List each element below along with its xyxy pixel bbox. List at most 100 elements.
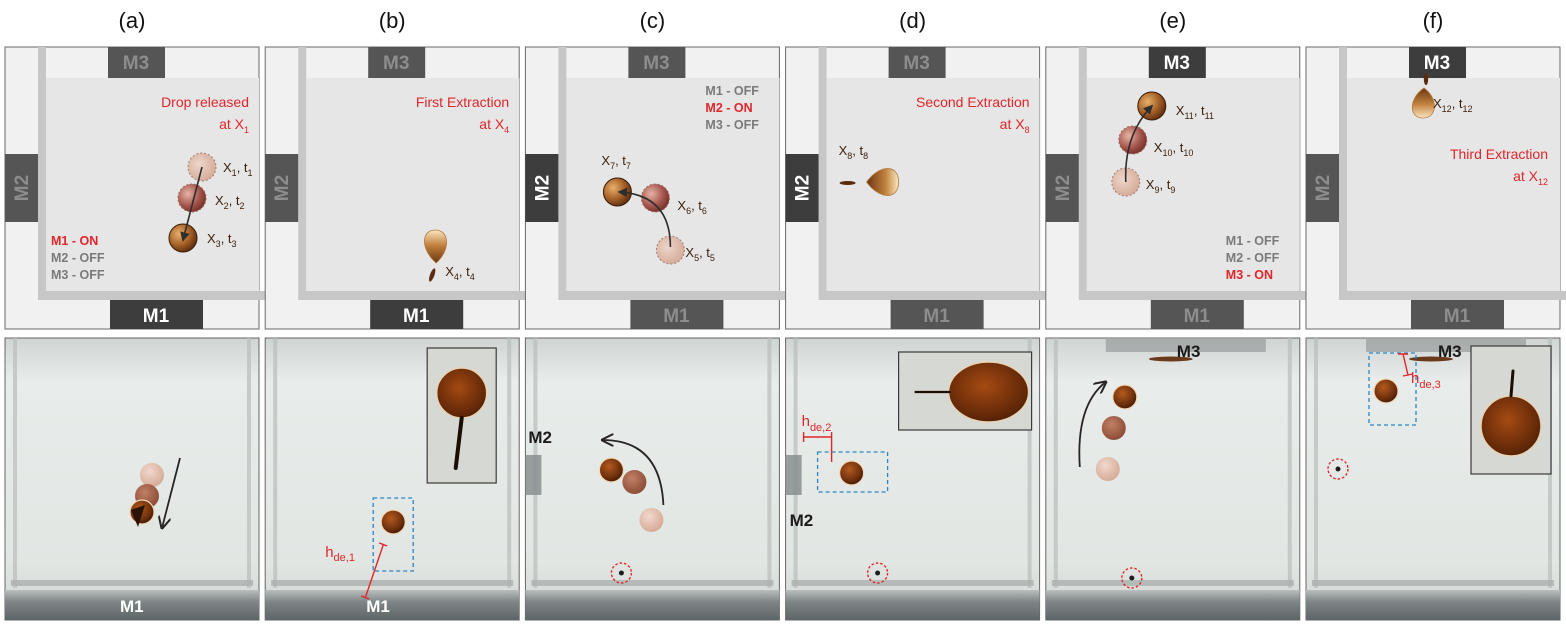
photo-magnet-label: M2 [790,511,814,530]
status-line: M2 - OFF [1226,251,1280,265]
panel-a: (a) M3 M2 M1 Drop released at X1 M1 - ON M2 - O… [4,8,280,621]
panel-label: (b) [379,8,406,33]
photo-magnet-label: M1 [120,597,144,616]
magnet-m1-label: M1 [923,306,950,327]
residual-marker [1121,567,1143,589]
status-line: M1 - ON [51,234,98,248]
status-line: M3 - OFF [705,118,759,132]
photo: hde,3 M3 [1305,337,1561,621]
magnet-m1 [1411,300,1504,329]
zoom-inset [426,347,497,484]
magnet-m3-label: M3 [1164,53,1190,74]
tank-rim [11,580,253,586]
droplet-trajectory: X12, t12 [1411,73,1473,119]
photo: hde,1 M1 [264,337,520,621]
photo-droplet [1101,416,1126,440]
position-label: X10, t10 [1154,140,1194,158]
magnet-m1 [110,300,203,329]
magnet-floor [1045,590,1300,620]
annotation-line: at X8 [1000,116,1030,135]
tank-rim [1051,580,1294,586]
photo-droplet [140,463,164,487]
inset-droplet [1480,395,1542,457]
annotation-line: at X1 [219,116,249,135]
residual-dot [1129,575,1135,581]
magnet-floor [265,590,520,620]
magnet-m3 [1148,47,1206,78]
photo-droplet [639,508,664,532]
magnet-side [525,455,542,495]
annotation-line: First Extraction [416,94,509,110]
panel-d: (d) M3 M2 M1 Second Extraction at X8 X8, t8 hde… [785,8,1061,621]
position-label: X9, t9 [1146,177,1176,195]
trajectory-arrow [617,187,672,248]
trajectory-arrow [1124,104,1154,183]
photo-droplet [380,509,406,535]
annotation-line: Second Extraction [916,94,1030,110]
tank-rim [1312,580,1554,586]
magnet-m2-label: M2 [793,175,814,201]
panel-b: (b) M3 M2 M1 First Extraction at X4 X4, t4 hde,… [264,8,541,621]
extracted-satellite [839,181,856,185]
tank-wall-right [247,338,251,588]
extracting-droplet [1411,87,1435,119]
chamber [306,78,520,291]
annotation-line: at X4 [479,116,509,135]
photo-magnet-label: M3 [1177,342,1201,361]
magnet-m3-label: M3 [1424,53,1450,74]
residual-dot [875,570,881,576]
droplet-position [640,183,670,213]
tank-rim [271,580,514,586]
magnet-m2 [1045,154,1079,222]
residual-dot [1335,466,1341,472]
panel-e: (e) M3 M2 M1 M1 - OFF M2 - OFF M3 - ON X9, t9 X1… [1045,8,1321,621]
magnet-m1 [1150,300,1244,329]
magnet-m2-label: M2 [272,175,293,201]
h-de-label: hde,1 [325,544,355,564]
magnet-m1-label: M1 [663,306,690,327]
tank-wall-right [1287,338,1292,588]
position-label: X1, t1 [223,160,253,178]
magnet-m1-label: M1 [403,306,430,327]
residual-marker [610,562,633,584]
magnet-m1-label: M1 [1184,306,1211,327]
photo-droplet [1112,384,1138,410]
panel-label: (e) [1159,8,1186,33]
zoom-inset [1470,345,1552,475]
status-line: M3 - OFF [51,268,105,282]
annotation-line: at X12 [1513,168,1548,187]
photo-droplet [598,457,625,483]
h-de-measure [802,432,833,462]
photo: M1 [4,337,260,621]
h-de-measure [1398,353,1414,377]
status-line: M2 - ON [705,101,752,115]
schematic: M3 M2 M1 M1 - OFF M2 - OFF M3 - ON X9, t9 X10, … [1045,46,1321,330]
magnet-m2-label: M2 [532,175,553,201]
photo-droplet [622,470,647,494]
zoom-region-box [372,497,414,572]
annotation-line: Drop released [161,94,249,110]
magnet-m2 [525,154,559,222]
magnet-side [785,455,802,495]
position-label: X11, t11 [1176,103,1214,121]
position-label: X4, t4 [445,264,475,282]
droplet-position [1118,125,1148,155]
magnet-floor [525,590,780,620]
tank-wall-left [273,338,278,588]
panel-label: (a) [119,8,146,33]
h-de-label: hde,3 [1411,370,1441,391]
panel-label: (c) [640,8,666,33]
position-label: X6, t6 [677,198,707,216]
status-line: M3 - ON [1226,268,1273,282]
photo: M3 [1045,337,1301,621]
tank-wall-right [507,338,512,588]
magnet-m3-label: M3 [383,53,409,74]
magnet-m2 [5,154,38,222]
extracting-droplet [866,168,899,196]
residual-dot [618,570,624,576]
position-label: X8, t8 [839,143,869,161]
magnet-m2-label: M2 [1053,175,1074,201]
tank-wall-left [1314,338,1318,588]
magnet-m2 [785,154,819,222]
top-film [1148,356,1193,362]
